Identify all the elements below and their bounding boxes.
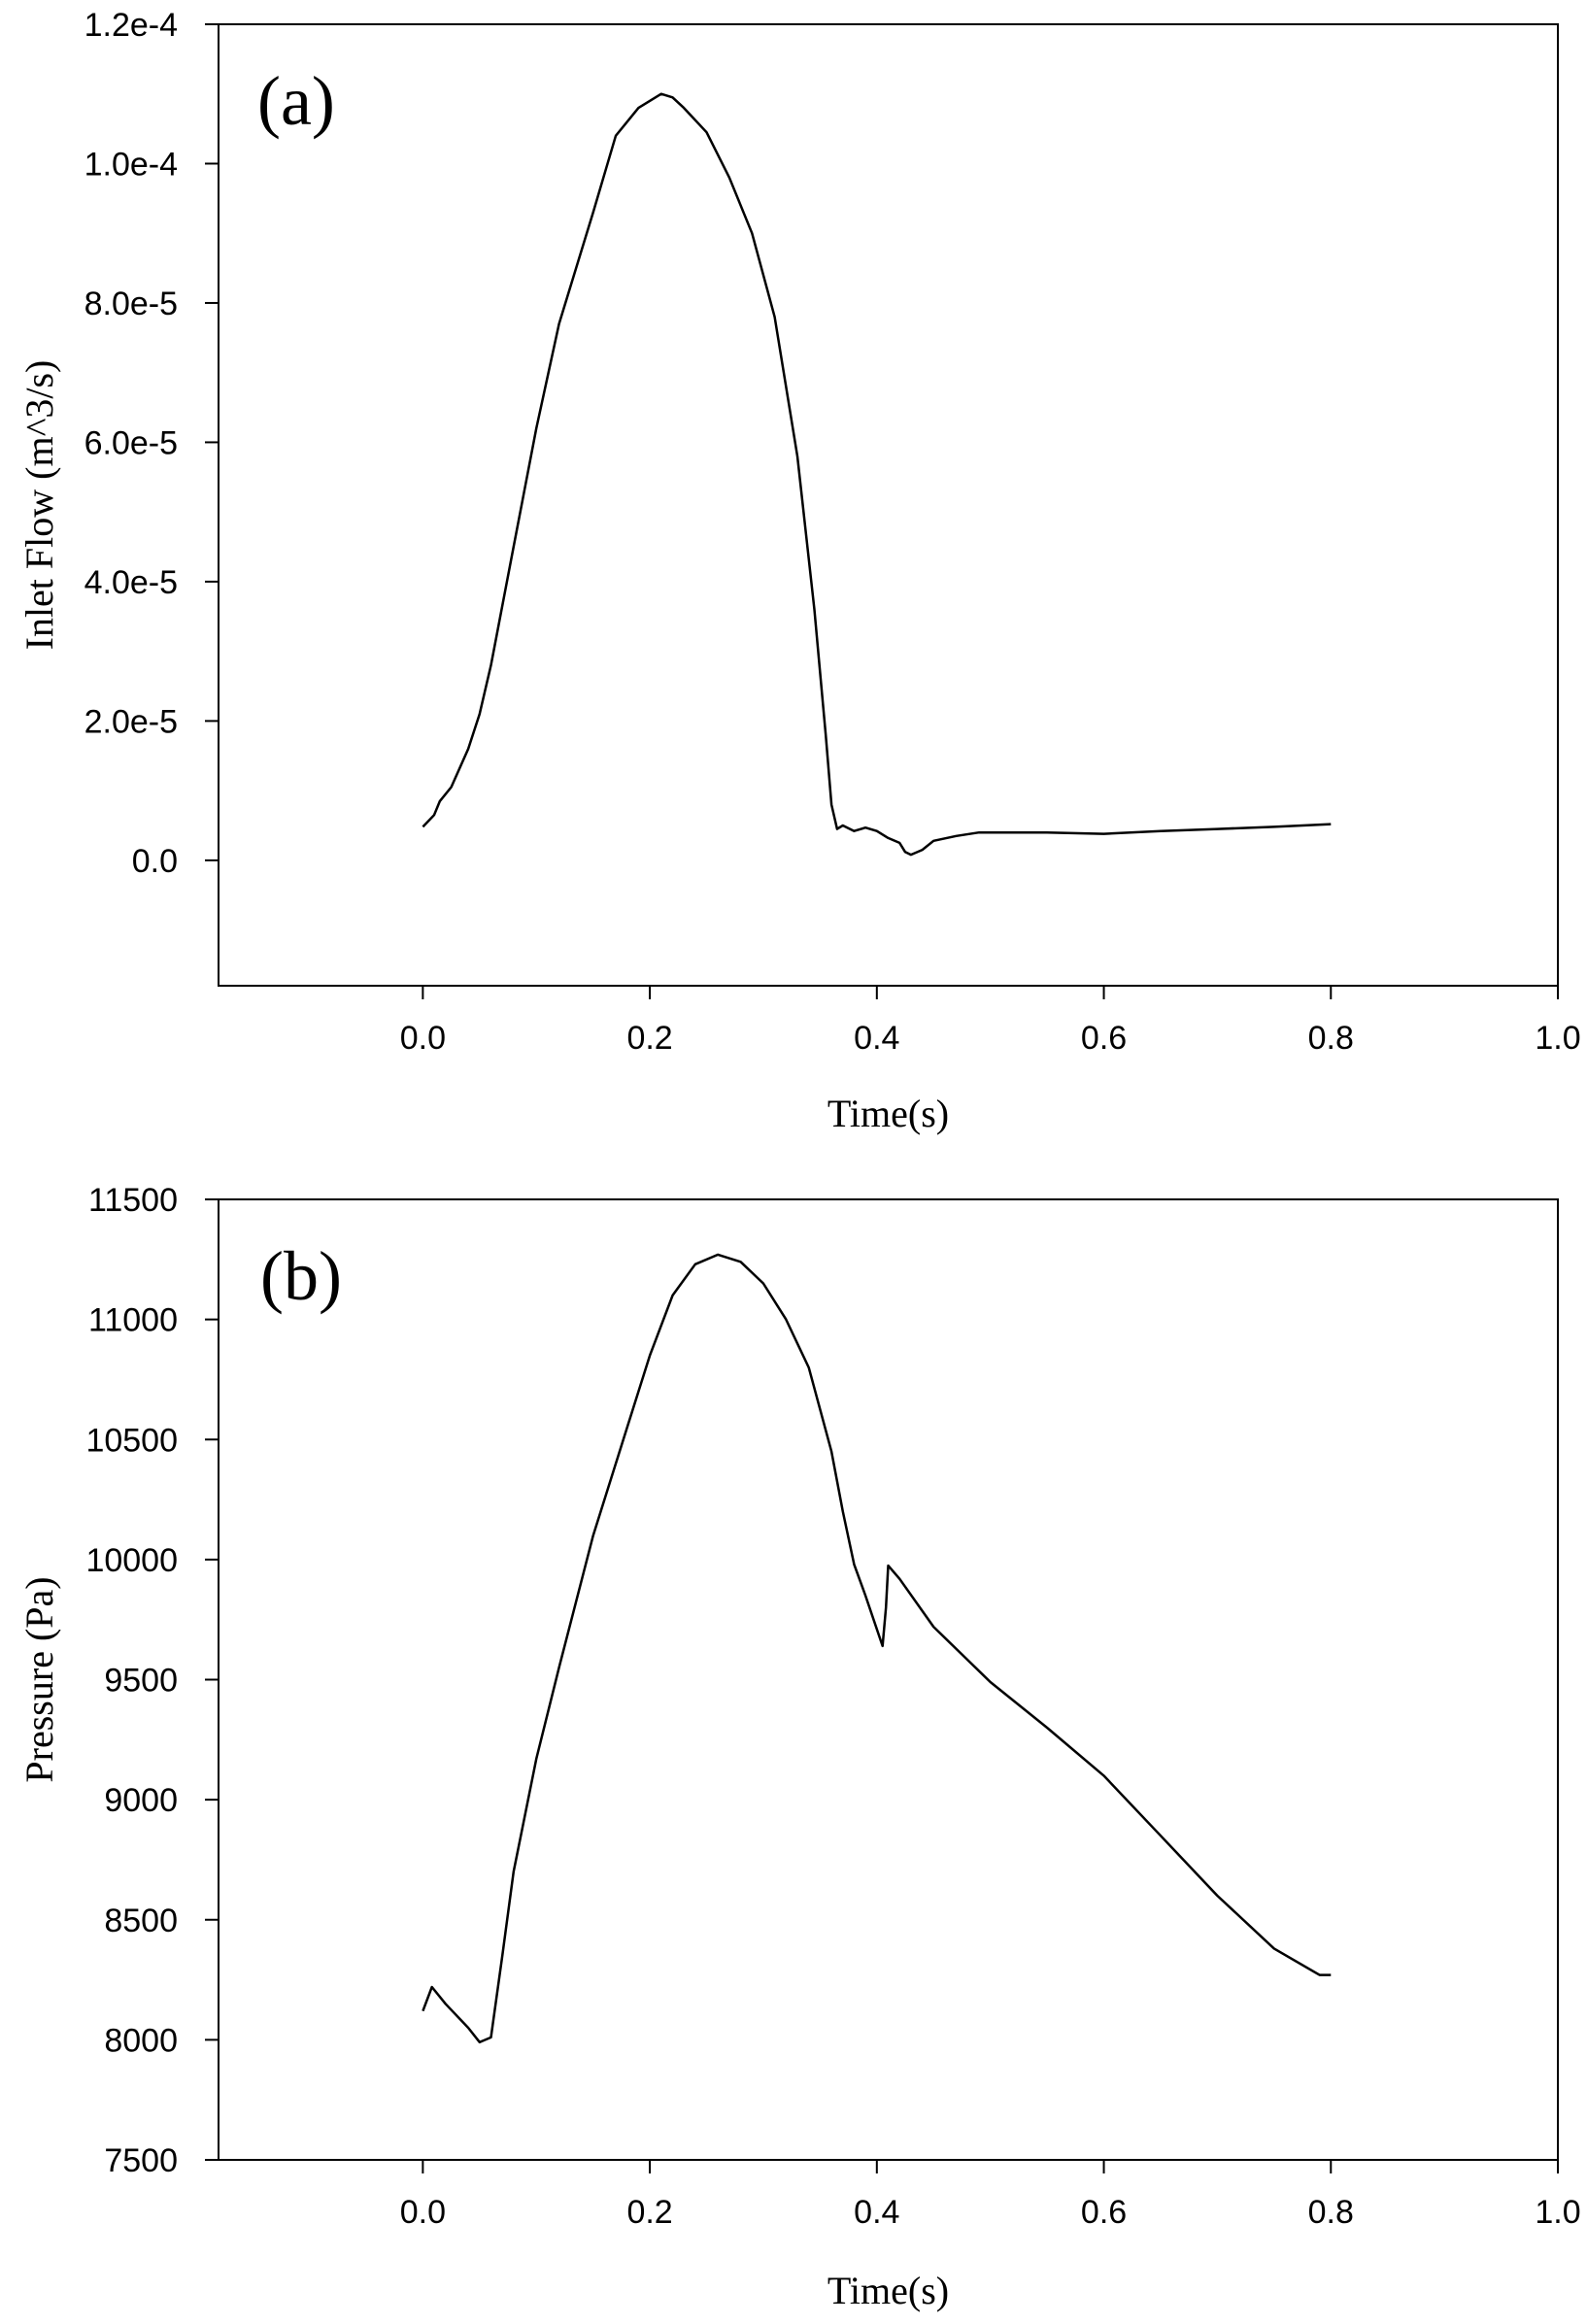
y-axis-title: Inlet Flow (m^3/s) — [17, 360, 61, 651]
x-axis-title: Time(s) — [827, 2269, 949, 2312]
y-tick-label: 11500 — [88, 1182, 178, 1219]
x-tick-label: 0.0 — [400, 1020, 446, 1057]
y-tick-label: 6.0e-5 — [84, 424, 178, 461]
panel-label: (b) — [260, 1237, 342, 1315]
y-tick-label: 8000 — [104, 2022, 178, 2059]
panel-label: (a) — [257, 62, 335, 140]
y-axis-title: Pressure (Pa) — [17, 1576, 61, 1782]
y-tick-label: 11000 — [88, 1302, 178, 1339]
y-tick-label: 9500 — [104, 1663, 178, 1700]
x-axis-title: Time(s) — [827, 1092, 949, 1135]
y-tick-label: 2.0e-5 — [84, 703, 178, 740]
x-tick-label: 0.2 — [626, 2194, 672, 2231]
chart-panel-a: 0.0 0.2 0.4 0.6 0.8 1.0 0.0 2.0e-5 4.0e-5 6.0e-5 8… — [17, 7, 1581, 1135]
y-tick-label: 0.0 — [132, 843, 178, 880]
plot-frame — [218, 23, 1559, 987]
series-line-1 — [422, 92, 1332, 857]
plot-frame — [218, 1198, 1559, 2161]
y-tick-label: 7500 — [104, 2142, 178, 2179]
x-tick-label: 1.0 — [1535, 1020, 1580, 1057]
chart-panel-b: 0.0 0.2 0.4 0.6 0.8 1.0 7500 8000 8500 9000 9500 10… — [17, 1182, 1581, 2312]
x-tick-label: 0.6 — [1081, 2194, 1127, 2231]
y-tick-label: 10500 — [85, 1422, 178, 1459]
y-tick-label: 8500 — [104, 1903, 178, 1939]
y-tick-label: 10000 — [85, 1542, 178, 1579]
y-tick-label: 9000 — [104, 1782, 178, 1819]
x-tick-label: 0.8 — [1308, 1020, 1354, 1057]
x-tick-label: 0.4 — [854, 1020, 899, 1057]
y-tick-label: 4.0e-5 — [84, 564, 178, 601]
x-tick-label: 0.8 — [1308, 2194, 1354, 2231]
y-tick-label: 1.0e-4 — [84, 146, 178, 183]
x-tick-label: 0.4 — [854, 2194, 899, 2231]
y-tick-label: 1.2e-4 — [84, 7, 178, 44]
x-tick-label: 0.2 — [626, 1020, 672, 1057]
x-tick-label: 0.0 — [400, 2194, 446, 2231]
y-tick-label: 8.0e-5 — [84, 286, 178, 322]
x-tick-label: 0.6 — [1081, 1020, 1127, 1057]
series-line-1 — [422, 1253, 1332, 2044]
x-tick-label: 1.0 — [1535, 2194, 1580, 2231]
